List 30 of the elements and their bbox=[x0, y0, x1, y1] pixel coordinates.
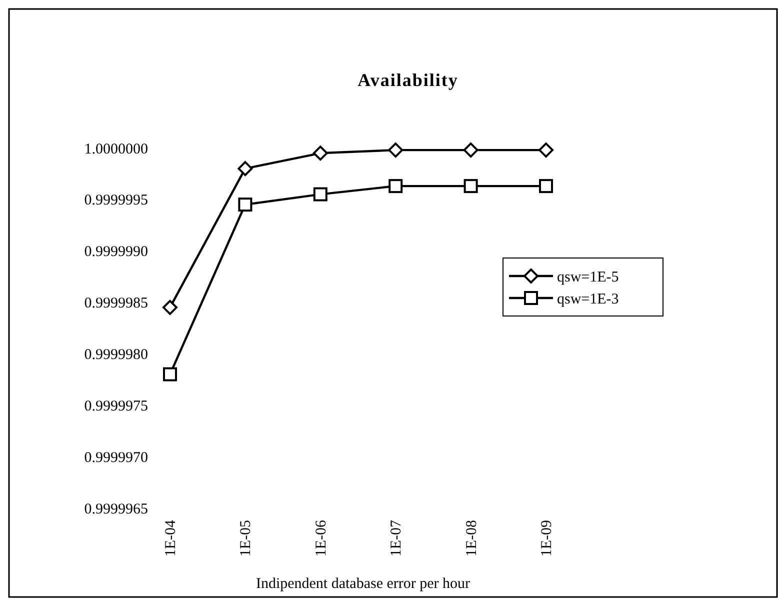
x-tick-label: 1E-07 bbox=[388, 520, 405, 557]
point bbox=[162, 300, 178, 315]
point bbox=[463, 142, 478, 158]
y-tick-label: 0.9999965 bbox=[84, 501, 148, 518]
y-tick-label: 0.9999985 bbox=[84, 296, 148, 312]
x-axis-title: Indipendent database error per hour bbox=[256, 576, 470, 592]
x-tick-label: 1E-04 bbox=[163, 520, 179, 557]
point bbox=[313, 187, 328, 202]
x-tick-label: 1E-05 bbox=[238, 520, 254, 557]
point bbox=[238, 161, 253, 176]
point bbox=[539, 179, 553, 194]
y-tick-label: 0.9999995 bbox=[84, 192, 148, 209]
y-tick-label: 0.9999970 bbox=[84, 450, 148, 466]
chart-title: Availability bbox=[358, 70, 458, 90]
y-tick-label: 1.0000000 bbox=[84, 141, 148, 158]
point bbox=[238, 198, 252, 212]
point bbox=[464, 179, 478, 194]
legend-label: qsw=1E-3 bbox=[557, 291, 619, 308]
x-tick-label: 1E-06 bbox=[313, 520, 330, 557]
point bbox=[538, 142, 554, 158]
y-tick-label: 0.9999980 bbox=[84, 346, 148, 363]
point bbox=[163, 367, 177, 382]
legend-label: qsw=1E-5 bbox=[557, 269, 619, 286]
x-tick-label: 1E-09 bbox=[539, 520, 555, 557]
y-tick-label: 0.9999975 bbox=[84, 398, 148, 414]
point bbox=[312, 146, 328, 161]
x-tick-label: 1E-08 bbox=[464, 520, 480, 557]
point bbox=[388, 179, 403, 194]
y-tick-label: 0.9999990 bbox=[84, 244, 148, 260]
point bbox=[388, 142, 404, 158]
